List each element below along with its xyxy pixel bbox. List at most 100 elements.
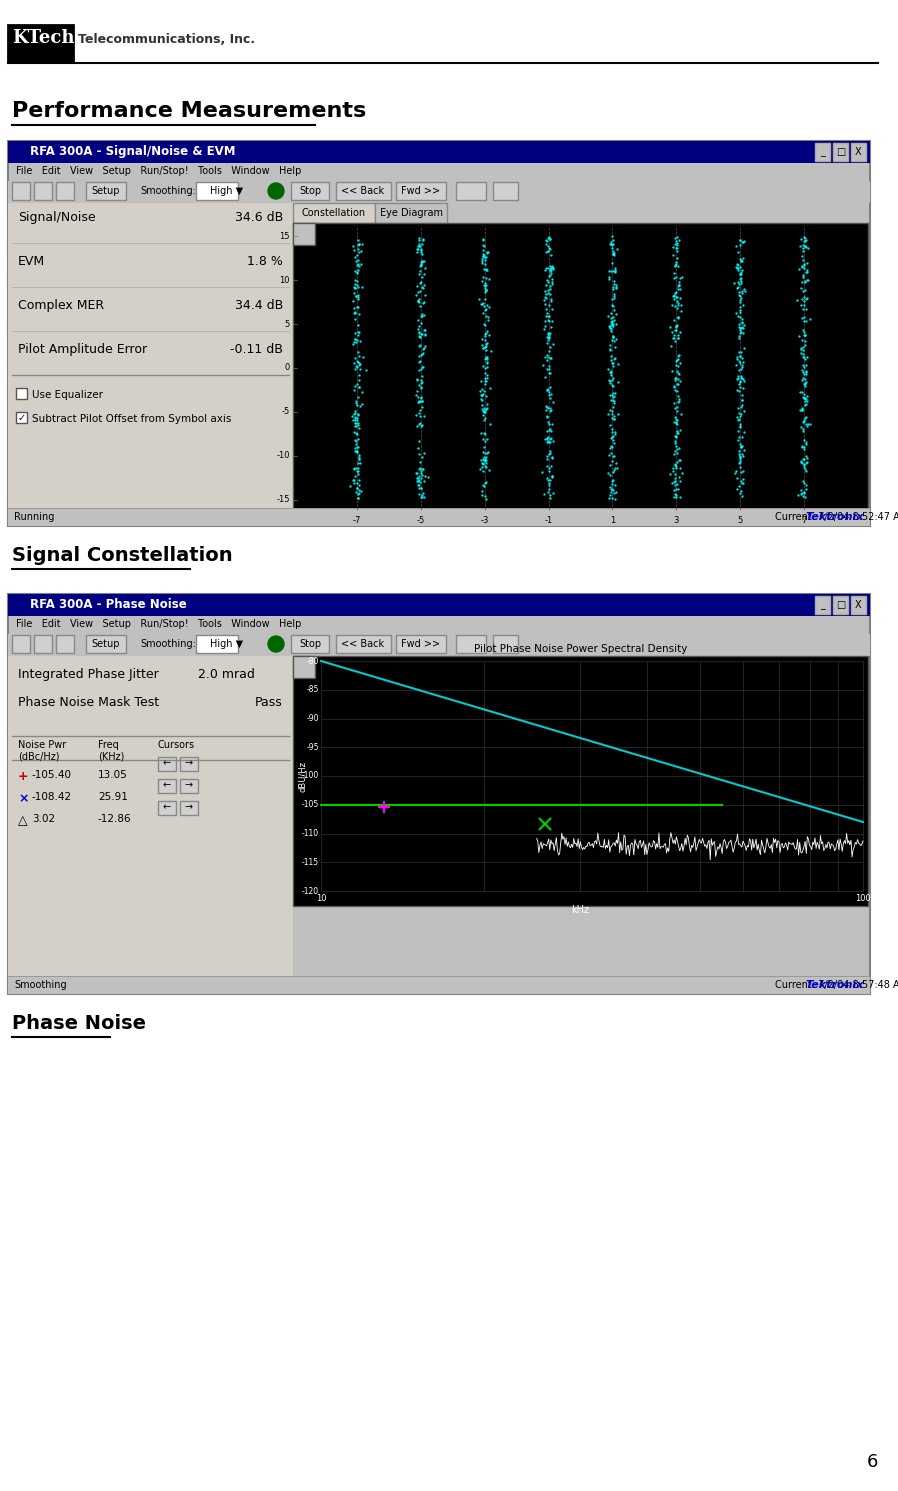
Point xyxy=(603,453,618,477)
Point xyxy=(351,350,365,374)
Point xyxy=(347,234,361,258)
Point xyxy=(670,359,684,383)
Point xyxy=(477,444,491,468)
Point xyxy=(733,255,747,279)
Bar xyxy=(34,635,52,653)
Point xyxy=(665,294,680,318)
Bar xyxy=(8,634,870,656)
Point xyxy=(478,455,492,479)
Point xyxy=(733,261,747,285)
Point xyxy=(543,429,558,453)
Point xyxy=(606,391,621,414)
Point xyxy=(536,482,550,505)
Point xyxy=(795,397,809,420)
Point xyxy=(733,228,747,252)
Point xyxy=(348,301,362,325)
Point xyxy=(794,335,808,359)
Point xyxy=(797,371,812,395)
Point xyxy=(672,389,686,413)
Text: Cursors: Cursors xyxy=(158,740,195,750)
Point xyxy=(479,298,493,322)
Point xyxy=(666,236,681,259)
Point xyxy=(352,303,366,327)
Bar xyxy=(815,143,830,161)
Point xyxy=(734,248,748,271)
Point xyxy=(413,270,427,294)
Point xyxy=(412,389,427,413)
Point xyxy=(350,261,365,285)
Point xyxy=(417,404,431,428)
Point xyxy=(347,237,361,261)
Point xyxy=(351,428,365,452)
Point xyxy=(796,361,810,385)
Point xyxy=(798,394,813,417)
Point xyxy=(727,271,742,295)
Point xyxy=(541,417,556,441)
Point xyxy=(349,391,364,414)
Point xyxy=(352,353,366,377)
Point xyxy=(607,307,621,331)
Point xyxy=(733,319,747,343)
Point xyxy=(414,476,428,499)
Point xyxy=(671,325,685,349)
Point xyxy=(414,461,428,485)
Point xyxy=(480,355,494,379)
Point xyxy=(666,485,681,508)
Point xyxy=(734,265,748,289)
Point xyxy=(541,473,556,497)
Point xyxy=(476,400,490,423)
Point xyxy=(733,350,747,374)
Text: □: □ xyxy=(836,599,845,610)
Text: File   Edit   View   Setup   Run/Stop!   Tools   Window   Help: File Edit View Setup Run/Stop! Tools Win… xyxy=(16,166,302,176)
Point xyxy=(670,236,684,259)
Point xyxy=(795,270,809,294)
Point xyxy=(733,414,747,438)
Text: -80: -80 xyxy=(306,656,319,665)
Point xyxy=(798,432,813,456)
Point xyxy=(348,422,363,446)
Point xyxy=(605,444,620,468)
Point xyxy=(667,379,682,403)
Point xyxy=(415,485,429,508)
Point xyxy=(671,253,685,277)
Point xyxy=(735,356,749,380)
Point xyxy=(603,359,618,383)
Point xyxy=(797,409,811,432)
Point xyxy=(545,446,559,470)
Point xyxy=(797,322,812,346)
Point xyxy=(414,239,428,262)
Point xyxy=(350,394,365,417)
Point xyxy=(535,459,550,483)
Point xyxy=(474,250,489,274)
Point xyxy=(479,277,493,301)
Point xyxy=(536,353,550,377)
Bar xyxy=(293,656,868,907)
Point xyxy=(794,337,808,361)
Point xyxy=(418,283,432,307)
Bar xyxy=(16,388,27,400)
Point xyxy=(671,367,685,391)
Point xyxy=(795,434,809,458)
Point xyxy=(541,225,556,249)
Point xyxy=(735,467,750,491)
Point xyxy=(671,306,685,330)
Point xyxy=(665,459,680,483)
Point xyxy=(601,461,615,485)
Point xyxy=(351,413,365,437)
Point xyxy=(538,285,552,309)
Point xyxy=(474,479,489,502)
Point xyxy=(797,225,811,249)
Point xyxy=(606,365,621,389)
Text: -0.11 dB: -0.11 dB xyxy=(230,343,283,356)
Point xyxy=(668,410,682,434)
Point xyxy=(665,283,680,307)
Point xyxy=(414,485,428,508)
Point xyxy=(355,380,369,404)
Point xyxy=(797,322,811,346)
Point xyxy=(733,285,747,309)
Point xyxy=(796,239,810,262)
Point xyxy=(418,322,433,346)
Point xyxy=(603,483,617,507)
Point xyxy=(797,262,811,286)
Point xyxy=(733,291,747,315)
